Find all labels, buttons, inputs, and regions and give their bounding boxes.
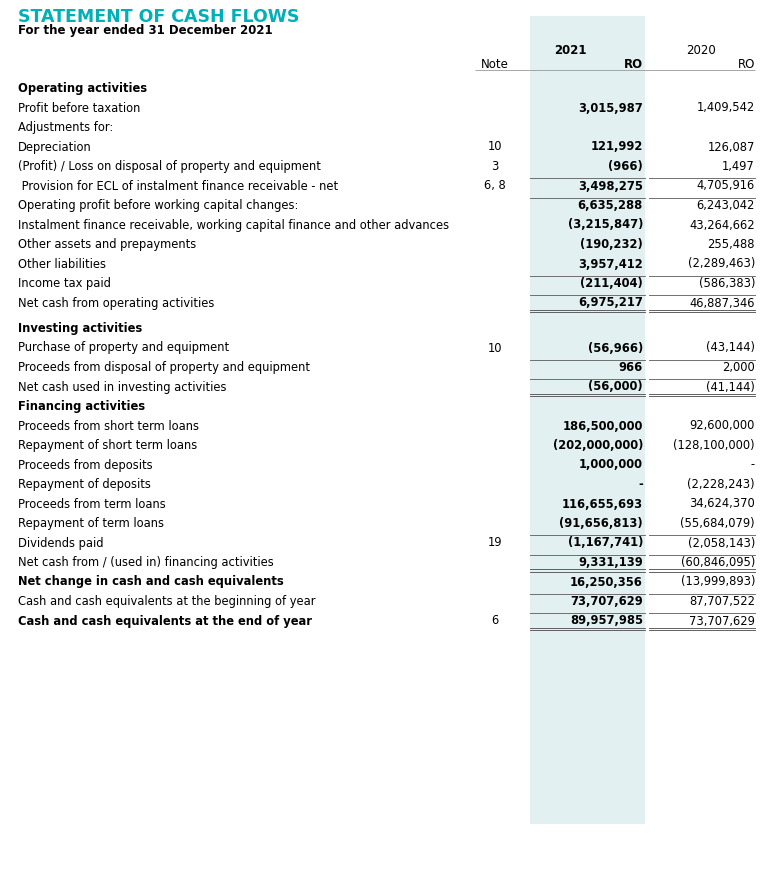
Text: (91,656,813): (91,656,813) <box>560 517 643 530</box>
Text: Investing activities: Investing activities <box>18 322 143 335</box>
Text: 3,498,275: 3,498,275 <box>578 179 643 193</box>
Text: 1,000,000: 1,000,000 <box>579 459 643 471</box>
Text: Proceeds from deposits: Proceeds from deposits <box>18 459 153 471</box>
Text: 89,957,985: 89,957,985 <box>570 614 643 628</box>
Text: Provision for ECL of instalment finance receivable - net: Provision for ECL of instalment finance … <box>18 179 338 193</box>
Text: -: - <box>638 478 643 491</box>
Text: (56,000): (56,000) <box>588 380 643 393</box>
Text: 121,992: 121,992 <box>591 141 643 154</box>
Text: 255,488: 255,488 <box>708 238 755 251</box>
Text: Other assets and prepayments: Other assets and prepayments <box>18 238 197 251</box>
Text: Purchase of property and equipment: Purchase of property and equipment <box>18 341 229 354</box>
Text: 3: 3 <box>491 160 499 173</box>
Text: Adjustments for:: Adjustments for: <box>18 121 113 134</box>
Bar <box>530 16 645 824</box>
Text: 19: 19 <box>488 537 502 550</box>
Text: 10: 10 <box>488 341 502 354</box>
Text: (2,289,463): (2,289,463) <box>688 257 755 271</box>
Text: 6,635,288: 6,635,288 <box>577 199 643 212</box>
Text: (56,966): (56,966) <box>588 341 643 354</box>
Text: 4,705,916: 4,705,916 <box>697 179 755 193</box>
Text: 6: 6 <box>491 614 499 628</box>
Text: -: - <box>751 459 755 471</box>
Text: RO: RO <box>624 58 643 71</box>
Text: 87,707,522: 87,707,522 <box>689 595 755 608</box>
Text: 3,957,412: 3,957,412 <box>578 257 643 271</box>
Text: 92,600,000: 92,600,000 <box>689 420 755 432</box>
Text: 3,015,987: 3,015,987 <box>578 102 643 115</box>
Text: Proceeds from term loans: Proceeds from term loans <box>18 498 166 510</box>
Text: Other liabilities: Other liabilities <box>18 257 106 271</box>
Text: Net cash from operating activities: Net cash from operating activities <box>18 296 214 309</box>
Text: Income tax paid: Income tax paid <box>18 277 111 290</box>
Text: (586,383): (586,383) <box>699 277 755 290</box>
Text: (2,228,243): (2,228,243) <box>688 478 755 491</box>
Text: 46,887,346: 46,887,346 <box>689 296 755 309</box>
Text: 1,497: 1,497 <box>722 160 755 173</box>
Text: Proceeds from disposal of property and equipment: Proceeds from disposal of property and e… <box>18 361 310 374</box>
Text: (2,058,143): (2,058,143) <box>688 537 755 550</box>
Text: (60,846,095): (60,846,095) <box>681 556 755 569</box>
Text: (13,999,893): (13,999,893) <box>681 575 755 589</box>
Text: 6,975,217: 6,975,217 <box>578 296 643 309</box>
Text: 73,707,629: 73,707,629 <box>689 614 755 628</box>
Text: STATEMENT OF CASH FLOWS: STATEMENT OF CASH FLOWS <box>18 8 299 26</box>
Text: Net cash used in investing activities: Net cash used in investing activities <box>18 380 227 393</box>
Text: (41,144): (41,144) <box>706 380 755 393</box>
Text: Profit before taxation: Profit before taxation <box>18 102 140 115</box>
Text: (1,167,741): (1,167,741) <box>567 537 643 550</box>
Text: Repayment of deposits: Repayment of deposits <box>18 478 151 491</box>
Text: 6,243,042: 6,243,042 <box>697 199 755 212</box>
Text: 2020: 2020 <box>686 44 716 57</box>
Text: (55,684,079): (55,684,079) <box>680 517 755 530</box>
Text: (190,232): (190,232) <box>581 238 643 251</box>
Text: Repayment of short term loans: Repayment of short term loans <box>18 439 197 452</box>
Text: Note: Note <box>481 58 509 71</box>
Text: 1,409,542: 1,409,542 <box>697 102 755 115</box>
Text: 2,000: 2,000 <box>722 361 755 374</box>
Text: 6, 8: 6, 8 <box>484 179 506 193</box>
Text: (Profit) / Loss on disposal of property and equipment: (Profit) / Loss on disposal of property … <box>18 160 321 173</box>
Text: 186,500,000: 186,500,000 <box>563 420 643 432</box>
Text: Operating activities: Operating activities <box>18 82 147 95</box>
Text: RO: RO <box>738 58 755 71</box>
Text: For the year ended 31 December 2021: For the year ended 31 December 2021 <box>18 24 273 37</box>
Text: 10: 10 <box>488 141 502 154</box>
Text: 73,707,629: 73,707,629 <box>571 595 643 608</box>
Text: (202,000,000): (202,000,000) <box>553 439 643 452</box>
Text: 34,624,370: 34,624,370 <box>689 498 755 510</box>
Text: Dividends paid: Dividends paid <box>18 537 103 550</box>
Text: Cash and cash equivalents at the end of year: Cash and cash equivalents at the end of … <box>18 614 312 628</box>
Text: 43,264,662: 43,264,662 <box>689 218 755 232</box>
Text: (211,404): (211,404) <box>581 277 643 290</box>
Text: 2021: 2021 <box>554 44 587 57</box>
Text: 9,331,139: 9,331,139 <box>578 556 643 569</box>
Text: Operating profit before working capital changes:: Operating profit before working capital … <box>18 199 298 212</box>
Text: 16,250,356: 16,250,356 <box>570 575 643 589</box>
Text: (43,144): (43,144) <box>706 341 755 354</box>
Text: 116,655,693: 116,655,693 <box>562 498 643 510</box>
Text: Net cash from / (used in) financing activities: Net cash from / (used in) financing acti… <box>18 556 274 569</box>
Text: Instalment finance receivable, working capital finance and other advances: Instalment finance receivable, working c… <box>18 218 449 232</box>
Text: (966): (966) <box>608 160 643 173</box>
Text: Proceeds from short term loans: Proceeds from short term loans <box>18 420 199 432</box>
Text: (128,100,000): (128,100,000) <box>673 439 755 452</box>
Text: Net change in cash and cash equivalents: Net change in cash and cash equivalents <box>18 575 284 589</box>
Text: (3,215,847): (3,215,847) <box>567 218 643 232</box>
Text: Financing activities: Financing activities <box>18 400 145 413</box>
Text: Repayment of term loans: Repayment of term loans <box>18 517 164 530</box>
Text: 126,087: 126,087 <box>708 141 755 154</box>
Text: Cash and cash equivalents at the beginning of year: Cash and cash equivalents at the beginni… <box>18 595 315 608</box>
Text: 966: 966 <box>619 361 643 374</box>
Text: Depreciation: Depreciation <box>18 141 92 154</box>
